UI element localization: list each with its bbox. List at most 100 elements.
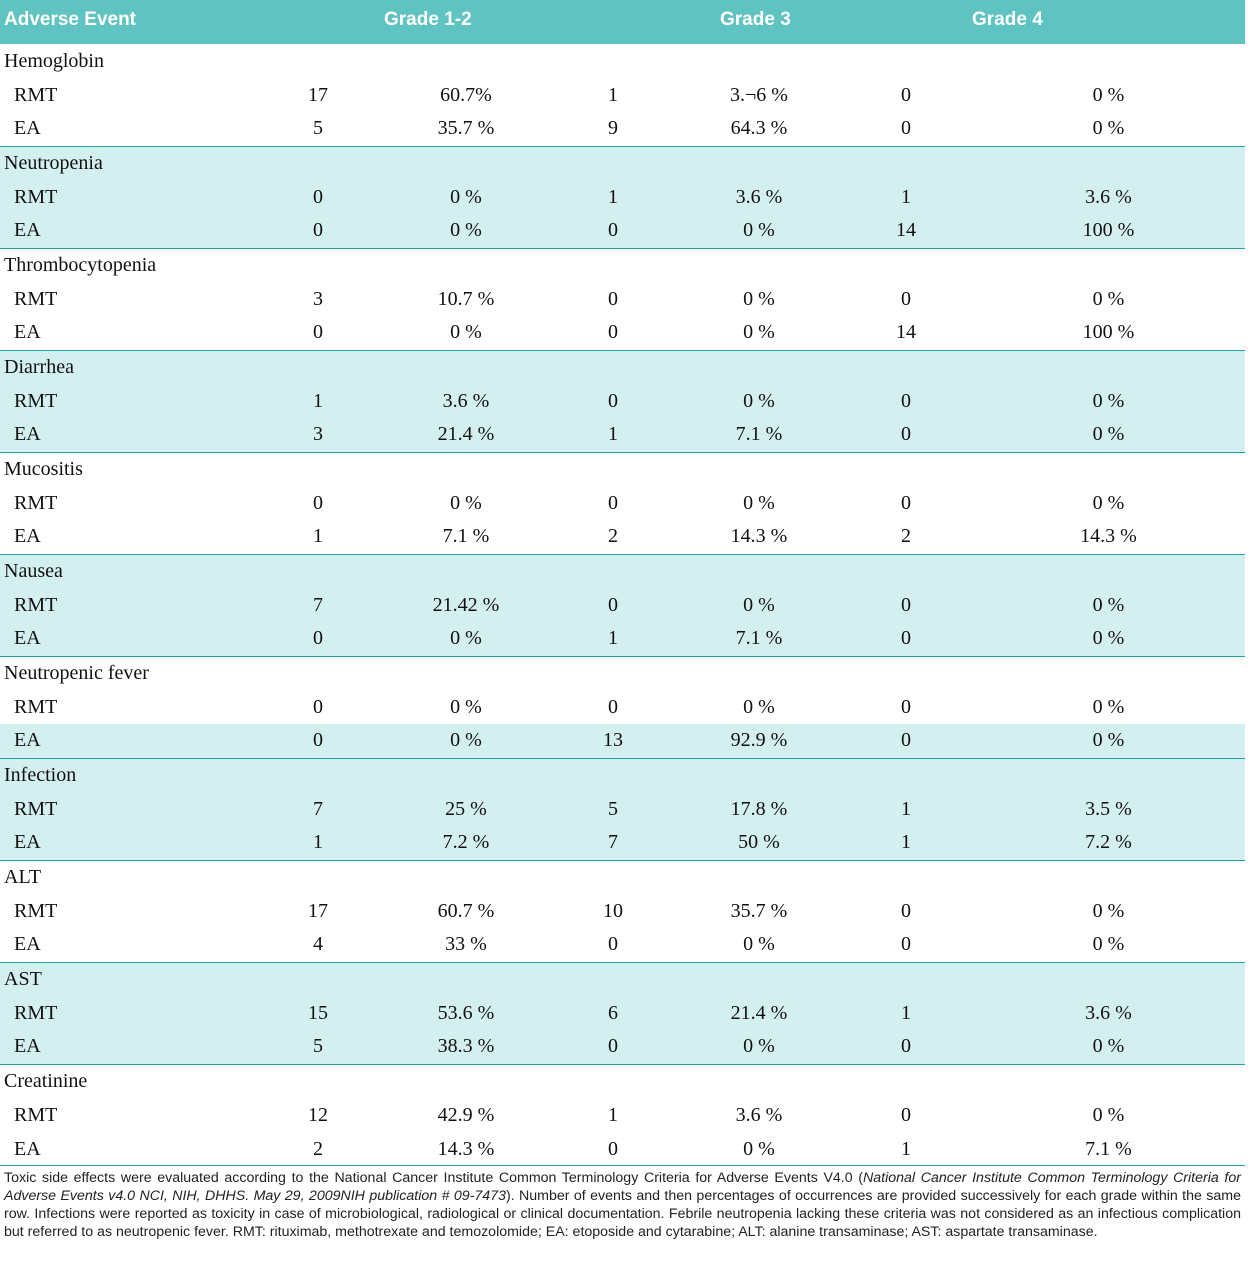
- table-row: RMT 17 60.7% 1 3.¬6 % 0 0 %: [0, 78, 1245, 112]
- grade4-percent: 0 %: [1092, 83, 1125, 106]
- grade12-count: 1: [313, 389, 323, 412]
- grade12-percent: 3.6 %: [442, 389, 490, 412]
- grade4-count: 0: [901, 593, 911, 616]
- grade3-count: 0: [608, 1035, 618, 1058]
- grade4-count: 2: [901, 525, 911, 548]
- grade12-percent: 0 %: [450, 185, 482, 208]
- grade4-percent: 100 %: [1082, 321, 1135, 344]
- table-row: RMT 3 10.7 % 0 0 % 0 0 %: [0, 282, 1245, 316]
- category-row: Mucositis: [0, 451, 1245, 486]
- grade3-percent: 0 %: [743, 219, 775, 242]
- grade4-percent: 0 %: [1092, 899, 1125, 922]
- category-row: Neutropenia: [0, 145, 1245, 180]
- arm-label: RMT: [14, 491, 58, 514]
- grade3-count: 0: [608, 321, 618, 344]
- grade3-percent: 0 %: [743, 491, 775, 514]
- grade3-count: 0: [608, 219, 618, 242]
- grade12-count: 12: [308, 1103, 328, 1126]
- grade3-percent: 0 %: [743, 321, 775, 344]
- grade4-count: 0: [901, 287, 911, 310]
- table-row: RMT 17 60.7 % 10 35.7 % 0 0 %: [0, 894, 1245, 928]
- grade4-count: 0: [901, 423, 911, 446]
- grade12-count: 0: [313, 185, 323, 208]
- grade4-count: 1: [901, 1001, 911, 1024]
- table-row: RMT 12 42.9 % 1 3.6 % 0 0 %: [0, 1098, 1245, 1132]
- grade4-count: 14: [896, 321, 916, 344]
- grade3-percent: 0 %: [743, 389, 775, 412]
- category-row: Hemoglobin: [0, 44, 1245, 78]
- category-row: Creatinine: [0, 1063, 1245, 1098]
- table-row: RMT 1 3.6 % 0 0 % 0 0 %: [0, 384, 1245, 418]
- arm-label: EA: [14, 321, 41, 344]
- grade3-percent: 17.8 %: [730, 797, 788, 820]
- grade12-percent: 0 %: [450, 695, 482, 718]
- grade12-percent: 0 %: [450, 321, 482, 344]
- grade12-percent: 0 %: [450, 491, 482, 514]
- grade4-count: 0: [901, 627, 911, 650]
- grade12-count: 3: [313, 423, 323, 446]
- table-row: EA 4 33 % 0 0 % 0 0 %: [0, 928, 1245, 962]
- grade12-count: 3: [313, 287, 323, 310]
- arm-label: EA: [14, 423, 41, 446]
- arm-label: RMT: [14, 389, 58, 412]
- table-header: Adverse Event Grade 1-2 Grade 3 Grade 4: [0, 0, 1245, 44]
- arm-label: EA: [14, 933, 41, 956]
- category-row: Neutropenic fever: [0, 655, 1245, 690]
- grade4-count: 14: [896, 219, 916, 242]
- grade4-count: 0: [901, 729, 911, 752]
- grade3-count: 0: [608, 1137, 618, 1160]
- grade3-count: 1: [608, 83, 618, 106]
- arm-label: EA: [14, 627, 41, 650]
- grade4-percent: 0 %: [1092, 593, 1125, 616]
- grade3-count: 7: [608, 831, 618, 854]
- category-label: Thrombocytopenia: [0, 247, 1245, 282]
- grade3-count: 13: [603, 729, 623, 752]
- table-row: RMT 0 0 % 0 0 % 0 0 %: [0, 486, 1245, 520]
- grade12-count: 7: [313, 797, 323, 820]
- grade12-percent: 53.6 %: [437, 1001, 495, 1024]
- table-row: EA 0 0 % 13 92.9 % 0 0 %: [0, 724, 1245, 758]
- grade3-count: 0: [608, 491, 618, 514]
- grade12-percent: 0 %: [450, 219, 482, 242]
- grade3-percent: 0 %: [743, 1035, 775, 1058]
- category-row: Thrombocytopenia: [0, 247, 1245, 282]
- grade3-percent: 3.¬6 %: [730, 83, 788, 106]
- table-row: EA 1 7.2 % 7 50 % 1 7.2 %: [0, 826, 1245, 860]
- grade3-percent: 92.9 %: [730, 729, 788, 752]
- grade4-count: 0: [901, 933, 911, 956]
- grade12-percent: 42.9 %: [437, 1103, 495, 1126]
- category-label: Neutropenia: [0, 145, 1245, 180]
- arm-label: RMT: [14, 1001, 58, 1024]
- grade12-percent: 7.2 %: [442, 831, 490, 854]
- grade3-percent: 3.6 %: [735, 185, 783, 208]
- grade12-percent: 14.3 %: [437, 1137, 495, 1160]
- category-row: Diarrhea: [0, 349, 1245, 384]
- category-label: Diarrhea: [0, 349, 1245, 384]
- grade4-percent: 3.6 %: [1085, 1001, 1132, 1024]
- table-footnote: Toxic side effects were evaluated accord…: [4, 1169, 1241, 1241]
- category-row: Nausea: [0, 553, 1245, 588]
- category-label: Nausea: [0, 553, 1245, 588]
- table-row: EA 0 0 % 0 0 % 14 100 %: [0, 214, 1245, 248]
- category-label: Hemoglobin: [4, 49, 104, 72]
- grade4-count: 0: [901, 1103, 911, 1126]
- grade12-percent: 33 %: [445, 933, 487, 956]
- arm-label: EA: [14, 1137, 41, 1160]
- arm-label: EA: [14, 117, 41, 140]
- category-row: ALT: [0, 859, 1245, 894]
- grade4-count: 1: [901, 831, 911, 854]
- table-row: RMT 0 0 % 1 3.6 % 1 3.6 %: [0, 180, 1245, 214]
- grade4-percent: 0 %: [1092, 729, 1125, 752]
- grade3-count: 0: [608, 593, 618, 616]
- grade12-count: 0: [313, 627, 323, 650]
- grade3-count: 9: [608, 117, 618, 140]
- footnote-divider: [0, 1165, 1245, 1166]
- grade4-percent: 0 %: [1092, 491, 1125, 514]
- grade3-percent: 3.6 %: [735, 1103, 783, 1126]
- grade4-percent: 3.6 %: [1085, 185, 1132, 208]
- grade3-percent: 7.1 %: [735, 423, 783, 446]
- grade12-percent: 21.4 %: [437, 423, 495, 446]
- grade3-count: 5: [608, 797, 618, 820]
- grade12-count: 0: [313, 321, 323, 344]
- grade3-percent: 0 %: [743, 593, 775, 616]
